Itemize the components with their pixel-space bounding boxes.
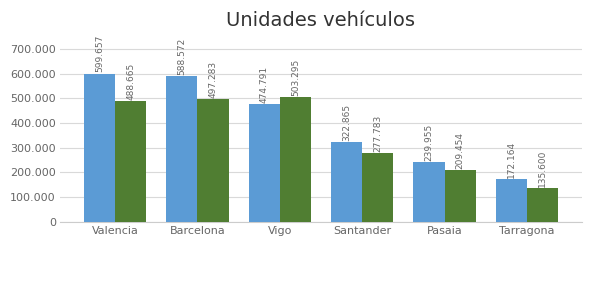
Bar xyxy=(331,142,362,222)
Text: 322.865: 322.865 xyxy=(342,104,351,141)
Bar xyxy=(115,101,146,222)
Title: Unidades vehículos: Unidades vehículos xyxy=(227,11,415,30)
Bar xyxy=(362,153,394,222)
Text: 277.783: 277.783 xyxy=(373,114,382,152)
Text: 172.164: 172.164 xyxy=(507,141,516,178)
Bar xyxy=(84,74,115,222)
Bar xyxy=(166,76,197,222)
Text: 588.572: 588.572 xyxy=(177,38,186,75)
Text: 497.283: 497.283 xyxy=(209,60,218,98)
Bar xyxy=(197,99,229,222)
Text: 209.454: 209.454 xyxy=(456,131,465,169)
Bar xyxy=(248,105,280,222)
Bar xyxy=(496,179,527,222)
Bar xyxy=(280,97,311,222)
Text: 488.665: 488.665 xyxy=(126,62,135,100)
Text: 474.791: 474.791 xyxy=(260,66,269,103)
Text: 503.295: 503.295 xyxy=(291,59,300,96)
Bar xyxy=(445,170,476,222)
Bar xyxy=(527,188,558,222)
Text: 135.600: 135.600 xyxy=(538,149,547,187)
Text: 239.955: 239.955 xyxy=(424,124,433,161)
Text: 599.657: 599.657 xyxy=(95,35,104,72)
Bar xyxy=(413,162,445,222)
